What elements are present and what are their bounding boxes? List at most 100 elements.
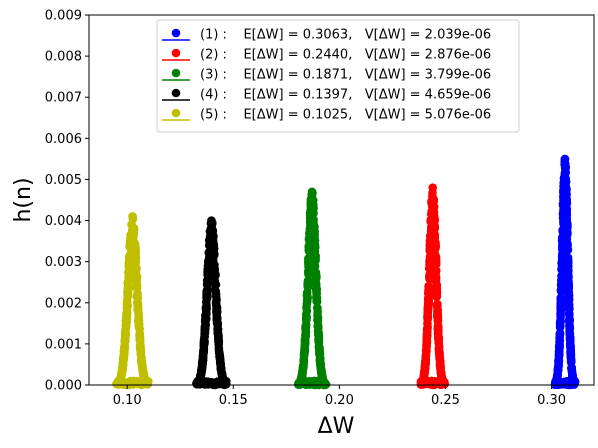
x-tick-label: 0.20 xyxy=(325,393,354,408)
data-point xyxy=(208,237,218,247)
legend-entry: (5) : E[ΔW] = 0.1025, V[ΔW] = 5.076e-06 xyxy=(162,108,491,123)
x-tick-label: 0.30 xyxy=(537,393,566,408)
data-point xyxy=(129,224,139,234)
legend-label: (3) : E[ΔW] = 0.1871, V[ΔW] = 3.799e-06 xyxy=(200,68,491,83)
data-point xyxy=(214,346,224,356)
data-point xyxy=(428,196,437,205)
data-point xyxy=(312,296,321,306)
data-point xyxy=(209,378,219,388)
data-point xyxy=(202,301,211,310)
data-point xyxy=(433,299,442,309)
y-tick-label: 0.004 xyxy=(45,214,82,229)
data-point xyxy=(427,216,437,225)
data-point xyxy=(560,155,570,164)
data-point xyxy=(563,258,573,268)
legend-label: (2) : E[ΔW] = 0.2440, V[ΔW] = 2.876e-06 xyxy=(200,48,491,63)
data-point xyxy=(121,329,130,338)
data-point xyxy=(555,323,565,332)
data-point xyxy=(564,273,573,282)
data-point xyxy=(202,276,212,285)
data-point xyxy=(423,296,433,305)
series-5 xyxy=(112,212,153,390)
data-point xyxy=(311,271,321,280)
data-point xyxy=(134,320,144,329)
y-tick-label: 0.008 xyxy=(45,50,82,65)
data-point xyxy=(558,236,568,245)
data-point xyxy=(563,266,573,276)
series-3 xyxy=(294,187,331,390)
data-point xyxy=(135,379,144,388)
data-point xyxy=(120,343,129,352)
data-point xyxy=(433,312,443,322)
data-point xyxy=(301,323,311,333)
data-point xyxy=(565,330,575,339)
data-point xyxy=(312,303,322,313)
data-point xyxy=(216,363,226,373)
data-point xyxy=(203,267,212,277)
data-point xyxy=(302,296,312,305)
data-point xyxy=(123,291,133,301)
data-point xyxy=(135,337,145,347)
data-point xyxy=(558,226,567,235)
data-point xyxy=(424,283,434,292)
series-2 xyxy=(416,183,449,390)
data-point xyxy=(432,280,442,290)
data-point xyxy=(559,195,569,205)
data-point xyxy=(321,379,330,389)
x-tick-label: 0.25 xyxy=(431,393,460,408)
data-point xyxy=(304,247,314,256)
data-point xyxy=(424,304,433,313)
data-point xyxy=(206,229,215,238)
series-layer xyxy=(112,154,580,390)
data-point xyxy=(122,303,132,313)
data-point xyxy=(136,349,146,358)
data-point xyxy=(421,379,430,388)
y-axis-ticks: 0.000 0.001 0.002 0.003 0.004 0.005 0.006 0.007… xyxy=(45,9,89,394)
data-point xyxy=(301,310,311,319)
data-point xyxy=(125,272,134,282)
data-point xyxy=(425,272,434,281)
data-point xyxy=(210,268,219,278)
data-point xyxy=(422,344,431,354)
data-point xyxy=(563,244,572,254)
data-point xyxy=(556,285,566,294)
data-point xyxy=(425,236,435,245)
data-point xyxy=(207,218,217,228)
data-point xyxy=(431,256,440,265)
series-4 xyxy=(192,216,231,390)
data-point xyxy=(557,262,567,272)
x-tick-label: 0.10 xyxy=(113,393,142,408)
x-tick-label: 0.15 xyxy=(219,393,248,408)
y-tick-label: 0.005 xyxy=(45,173,82,188)
data-point xyxy=(202,379,211,389)
data-point xyxy=(566,347,575,357)
y-tick-label: 0.007 xyxy=(45,91,82,106)
data-point xyxy=(133,300,143,309)
legend-marker xyxy=(171,48,181,58)
data-point xyxy=(201,319,210,329)
data-point xyxy=(143,376,153,386)
data-point xyxy=(204,257,214,267)
data-point xyxy=(560,170,570,179)
data-point xyxy=(121,320,131,330)
y-tick-label: 0.006 xyxy=(45,132,82,147)
y-tick-label: 0.000 xyxy=(45,379,82,394)
data-point xyxy=(300,340,310,349)
y-axis-label: h(n) xyxy=(11,177,36,222)
data-point xyxy=(422,335,432,345)
x-axis-ticks: 0.10 0.15 0.20 0.25 0.30 xyxy=(113,385,566,408)
data-point xyxy=(426,245,435,255)
plot-area xyxy=(88,14,595,390)
data-point xyxy=(556,302,565,312)
data-point xyxy=(137,356,147,365)
legend-entry: (4) : E[ΔW] = 0.1397, V[ΔW] = 4.659e-06 xyxy=(162,88,491,103)
data-point xyxy=(130,259,140,269)
data-point xyxy=(198,351,208,361)
data-point xyxy=(560,162,570,172)
legend-marker xyxy=(171,88,181,98)
data-point xyxy=(132,292,142,302)
legend-marker xyxy=(171,68,181,78)
data-point xyxy=(210,285,220,295)
data-point xyxy=(124,280,133,290)
